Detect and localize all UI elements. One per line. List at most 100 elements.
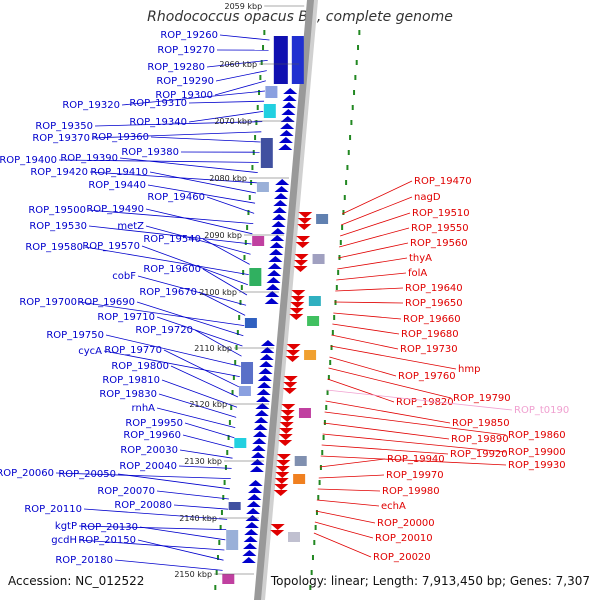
left-leader-line <box>83 508 228 520</box>
gene-arrow-up <box>267 270 282 276</box>
tick-mark-left <box>223 480 226 485</box>
left-leader-line <box>156 490 229 500</box>
left-leader-line <box>137 539 224 561</box>
gene-arrow-up <box>247 494 262 500</box>
right-leader-line <box>339 227 410 248</box>
left-gene-label: ROP_19400 <box>0 155 57 166</box>
gene-arrow-up <box>251 445 266 451</box>
left-leader-line <box>149 171 257 194</box>
gene-arrow-up <box>265 284 280 290</box>
tick-mark-left <box>242 270 245 275</box>
tick-mark-left <box>216 555 219 560</box>
tick-mark-left <box>215 570 218 575</box>
tick-mark-left <box>255 120 258 125</box>
tick-mark-left <box>239 300 242 305</box>
tick-mark-right <box>318 480 321 485</box>
tick-mark-left <box>224 465 227 470</box>
tick-mark-right <box>349 135 352 140</box>
left-leader-line <box>89 171 257 184</box>
right-gene-label: ROP_19930 <box>508 460 566 471</box>
gene-arrow-down <box>286 344 301 350</box>
gene-arrow-up <box>247 487 262 493</box>
right-gene-label: ROP_19850 <box>452 418 510 429</box>
gene-arrow-up <box>281 102 296 108</box>
right-leader-line <box>330 345 457 370</box>
gene-heat-square <box>307 316 320 326</box>
gene-arrow-up <box>269 249 284 255</box>
gene-arrow-up <box>250 459 265 465</box>
left-leader-line <box>206 60 268 68</box>
tick-mark-left <box>243 255 246 260</box>
gene-arrow-down <box>278 440 293 446</box>
tick-mark-right <box>333 315 336 320</box>
right-leader-line <box>340 212 411 237</box>
gene-arrow-down <box>278 434 293 440</box>
gene-arrow-down <box>290 296 305 302</box>
gene-heat-square <box>294 456 307 466</box>
left-leader-line <box>170 365 239 398</box>
gene-tracks <box>222 36 329 584</box>
tick-mark-right <box>335 285 338 290</box>
genome-title: Rhodococcus opacus B4, complete genome <box>147 9 453 25</box>
tick-mark-right <box>350 120 353 125</box>
kbp-scale: 2059 kbp 2060 kbp 2070 kbp 2080 kbp 2090 kbp… <box>174 2 305 579</box>
left-gene-label: ROP_19710 <box>97 312 155 323</box>
right-gene-label: folA <box>408 268 427 279</box>
gene-arrow-up <box>241 557 256 563</box>
kbp-label: 2120 kbp <box>189 400 227 409</box>
left-leader-line <box>163 349 240 388</box>
gene-arrow-up <box>253 424 268 430</box>
left-gene-label: ROP_19310 <box>129 98 187 109</box>
tick-mark-left <box>254 135 257 140</box>
backbone-bar <box>254 0 316 600</box>
gene-arrow-up <box>273 193 288 199</box>
gene-heat-square <box>298 408 311 418</box>
right-gene-label: ROP_19970 <box>386 470 444 481</box>
gene-arrow-down <box>283 382 298 388</box>
left-leader-line <box>137 275 247 306</box>
gene-arrow-up <box>242 550 257 556</box>
right-leader-line <box>319 458 386 468</box>
left-gene-label: rnhA <box>132 403 156 414</box>
tick-mark-right <box>358 30 361 35</box>
right-gene-label: ROP_19920 <box>450 449 508 460</box>
left-gene-label: ROP_20110 <box>24 504 82 515</box>
left-gene-label: ROP_19690 <box>77 297 135 308</box>
gene-arrow-up <box>258 368 273 374</box>
right-leader-line <box>320 455 507 466</box>
tick-mark-right <box>330 345 333 350</box>
left-gene-label: ROP_19500 <box>28 205 86 216</box>
tick-mark-left <box>219 525 222 530</box>
tick-mark-left <box>240 285 243 290</box>
gene-heat-square <box>304 350 317 360</box>
tick-mark-left <box>234 360 237 365</box>
gene-arrow-down <box>274 478 289 484</box>
right-gene-label: echA <box>381 501 406 512</box>
left-leader-line <box>184 422 235 439</box>
gene-arrow-up <box>244 529 259 535</box>
right-leader-line <box>335 287 404 292</box>
gene-arrow-up <box>272 214 287 220</box>
gene-heat-square <box>241 362 254 384</box>
right-gene-label: nagD <box>414 192 441 203</box>
right-gene-label: ROP_19980 <box>382 486 440 497</box>
left-leader-line <box>145 208 253 235</box>
left-leader-line <box>179 449 233 459</box>
gene-arrow-down <box>270 530 285 536</box>
gene-arrow-up <box>264 298 279 304</box>
gene-arrow-up <box>243 543 258 549</box>
left-gene-label: cobF <box>112 271 136 282</box>
right-leader-line <box>313 532 372 558</box>
left-leader-line <box>78 525 227 530</box>
right-leader-line <box>315 510 376 524</box>
tick-mark-right <box>313 540 316 545</box>
gene-arrow-down <box>273 490 288 496</box>
left-gene-label: ROP_19300 <box>155 90 213 101</box>
gene-arrow-down <box>297 224 312 230</box>
left-leader-line <box>198 291 246 316</box>
left-gene-label: ROP_19390 <box>60 153 118 164</box>
left-leader-line <box>94 121 263 127</box>
left-gene-label: ROP_20130 <box>80 522 138 533</box>
left-gene-label: ROP_19420 <box>30 167 88 178</box>
tick-mark-right <box>342 210 345 215</box>
